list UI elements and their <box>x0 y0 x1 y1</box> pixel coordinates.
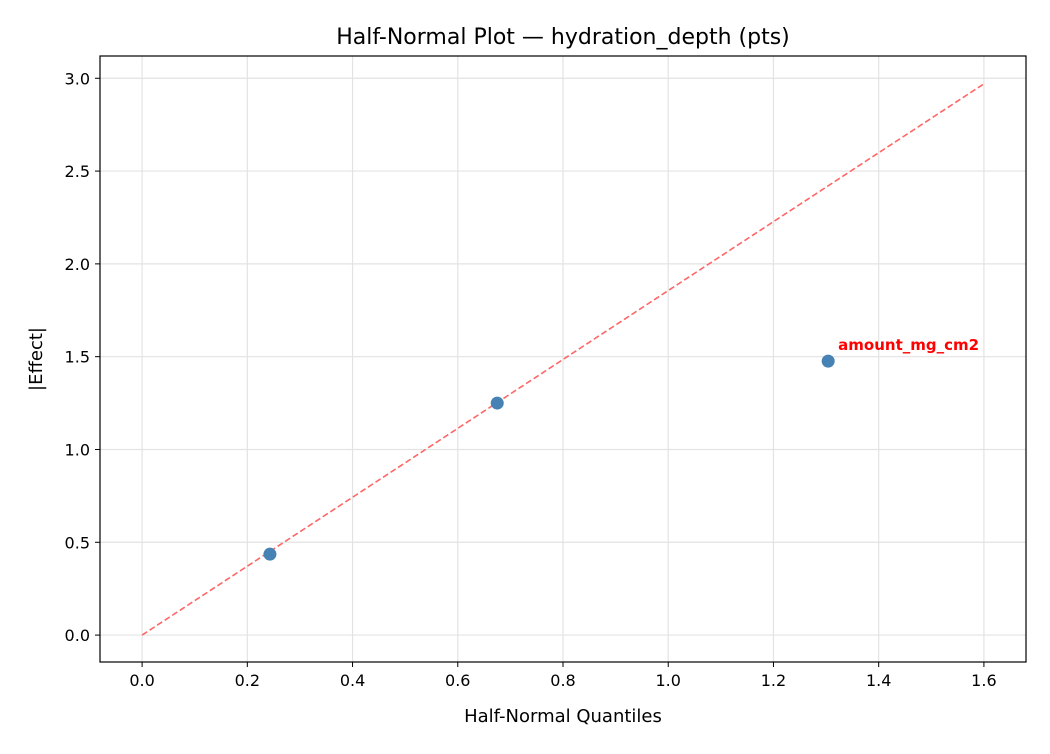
x-tick-label: 1.2 <box>761 671 786 690</box>
x-tick-label: 1.4 <box>866 671 891 690</box>
data-point <box>490 396 504 410</box>
reference-line <box>141 83 985 636</box>
x-tick-label: 0.4 <box>340 671 365 690</box>
x-axis-label: Half-Normal Quantiles <box>464 706 662 727</box>
y-tick-label: 3.0 <box>65 69 90 88</box>
y-tick-label: 2.0 <box>65 255 90 274</box>
point-label: amount_mg_cm2 <box>838 336 979 354</box>
y-axis-label: |Effect| <box>26 327 47 391</box>
x-tick-label: 1.0 <box>656 671 681 690</box>
y-tick-label: 0.0 <box>65 626 90 645</box>
x-tick-label: 1.6 <box>971 671 996 690</box>
y-tick-label: 2.5 <box>65 162 90 181</box>
y-tick-label: 0.5 <box>65 533 90 552</box>
x-tick-label: 0.6 <box>445 671 470 690</box>
x-tick-label: 0.8 <box>550 671 575 690</box>
y-tick-label: 1.0 <box>65 440 90 459</box>
data-point <box>821 354 835 368</box>
chart-title: Half-Normal Plot — hydration_depth (pts) <box>336 25 790 50</box>
x-tick-label: 0.2 <box>235 671 260 690</box>
data-point <box>263 547 277 561</box>
y-tick-label: 1.5 <box>65 348 90 367</box>
x-tick-label: 0.0 <box>129 671 154 690</box>
